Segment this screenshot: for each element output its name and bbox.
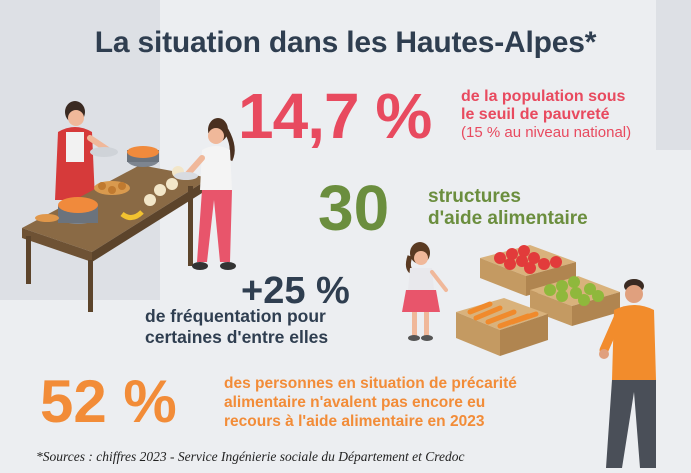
stat-note-national: (15 % au niveau national) [461,124,632,141]
stat-text-structures-line2: d'aide alimentaire [428,208,588,229]
volunteer-woman [174,118,236,270]
sources-footnote: *Sources : chiffres 2023 - Service Ingén… [36,449,465,464]
stat-value-poverty-rate: 14,7 % [238,80,432,152]
stat-text-poverty-line1: de la population sous [461,88,626,105]
stat-value-structures: 30 [318,172,390,244]
page-title: La situation dans les Hautes-Alpes* [94,26,597,59]
stat-value-attendance: +25 % [241,270,350,312]
stat-text-precarity-line2: alimentaire n'avalent pas encore eu [224,394,486,411]
stat-value-precarity: 52 % [40,368,177,435]
girl-figure [402,242,448,341]
stat-text-precarity-line3: recours à l'aide alimentaire en 2023 [224,413,485,430]
stat-text-poverty-line2: le seuil de pauvreté [461,106,610,123]
food-bank-table-scene [22,101,236,312]
stat-text-precarity-line1: des personnes en situation de précarité [224,375,517,392]
man-figure [599,279,656,468]
stat-text-structures-line1: structures [428,186,521,207]
background-wall-right [656,0,691,150]
stat-text-attendance-line1: de fréquentation pour [145,306,326,326]
produce-crates [456,245,620,356]
stat-text-attendance-line2: certaines d'entre elles [145,327,329,347]
